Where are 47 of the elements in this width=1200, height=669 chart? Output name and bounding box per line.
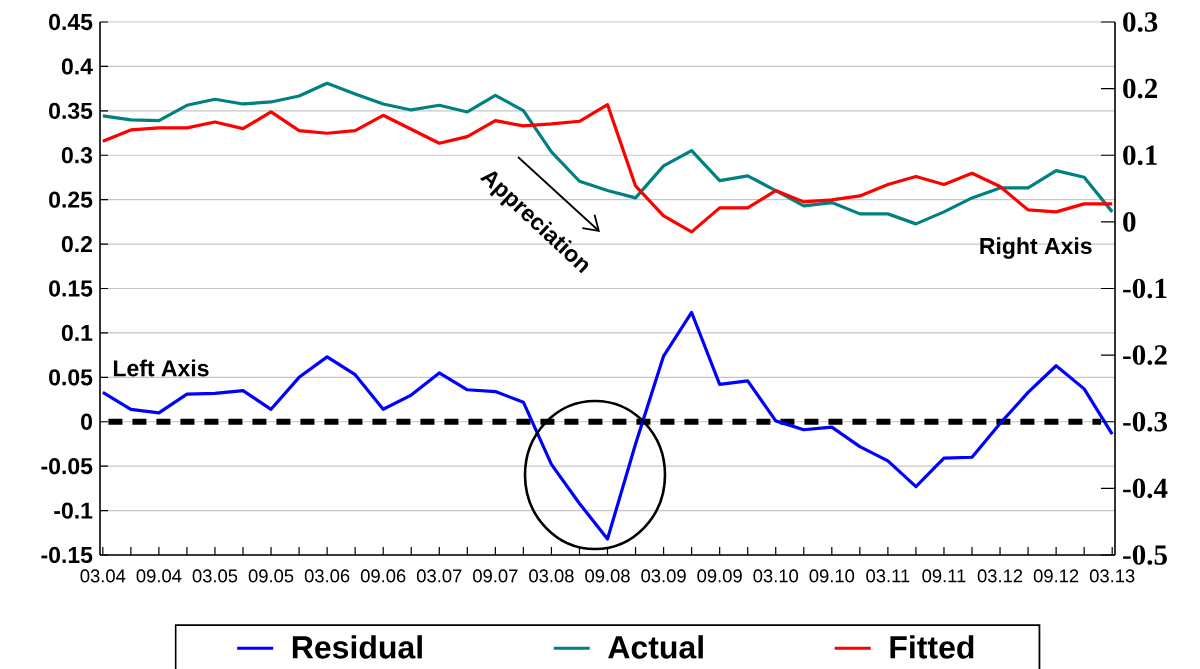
y-tick-label: -0.05 bbox=[41, 458, 93, 475]
x-tick-label: 09.10 bbox=[809, 569, 855, 583]
x-tick-label: 03.07 bbox=[416, 569, 462, 583]
x-tick-label: 09.06 bbox=[360, 569, 406, 583]
y-tick-label: 0.1 bbox=[61, 324, 93, 342]
x-tick-label: 03.08 bbox=[529, 569, 574, 583]
y2-tick-label: 0.1 bbox=[1123, 145, 1157, 166]
line-series bbox=[101, 310, 1114, 541]
x-tick-label: 09.07 bbox=[473, 569, 518, 583]
y2-tick-label: -0.3 bbox=[1123, 411, 1167, 432]
annotation: Right Axis bbox=[980, 237, 1092, 259]
x-tick-label: 09.04 bbox=[136, 569, 182, 583]
x-tick-label: 03.06 bbox=[304, 569, 350, 583]
y-tick-label: 0.35 bbox=[49, 102, 93, 119]
y-tick-label: 0 bbox=[81, 413, 93, 430]
x-tick-label: 03.09 bbox=[641, 569, 686, 583]
x-tick-label: 09.09 bbox=[697, 569, 742, 583]
x-tick-label: 03.10 bbox=[753, 569, 799, 583]
y-tick-label: 0.4 bbox=[61, 58, 93, 75]
y-tick-label: 0.15 bbox=[49, 280, 93, 297]
x-tick-label: 03.05 bbox=[192, 569, 238, 583]
y2-tick-label: -0.2 bbox=[1123, 345, 1167, 365]
y-tick-label: 0.05 bbox=[49, 369, 93, 386]
y2-tick-label: 0.2 bbox=[1123, 78, 1158, 99]
legend-label: Residual bbox=[292, 635, 422, 659]
y2-tick-label: -0.1 bbox=[1123, 278, 1167, 299]
x-tick-label: 09.12 bbox=[1033, 569, 1079, 583]
y-tick-label: 0.3 bbox=[61, 147, 93, 164]
y2-tick-label: 0 bbox=[1123, 212, 1136, 232]
y-tick-label: 0.25 bbox=[49, 191, 93, 208]
x-tick-label: 09.08 bbox=[585, 569, 630, 583]
x-tick-label: 03.11 bbox=[866, 569, 910, 583]
y-tick-label: 0.2 bbox=[61, 235, 93, 253]
legend-label: Fitted bbox=[890, 635, 974, 659]
y2-tick-label: -0.4 bbox=[1123, 478, 1168, 499]
y2-tick-label: 0.3 bbox=[1123, 12, 1158, 32]
legend-label: Actual bbox=[608, 635, 703, 659]
y2-tick-label: -0.5 bbox=[1123, 545, 1167, 565]
x-tick-label: 09.05 bbox=[248, 569, 294, 583]
y-tick-label: -0.1 bbox=[54, 502, 93, 519]
x-tick-label: 03.13 bbox=[1089, 569, 1135, 583]
y-tick-label: 0.45 bbox=[49, 13, 93, 31]
x-tick-label: 03.04 bbox=[80, 569, 126, 583]
x-tick-label: 09.11 bbox=[922, 569, 966, 583]
x-tick-label: 03.12 bbox=[977, 569, 1023, 583]
annotation: Left Axis bbox=[113, 359, 209, 377]
y-tick-label: -0.15 bbox=[41, 546, 93, 564]
